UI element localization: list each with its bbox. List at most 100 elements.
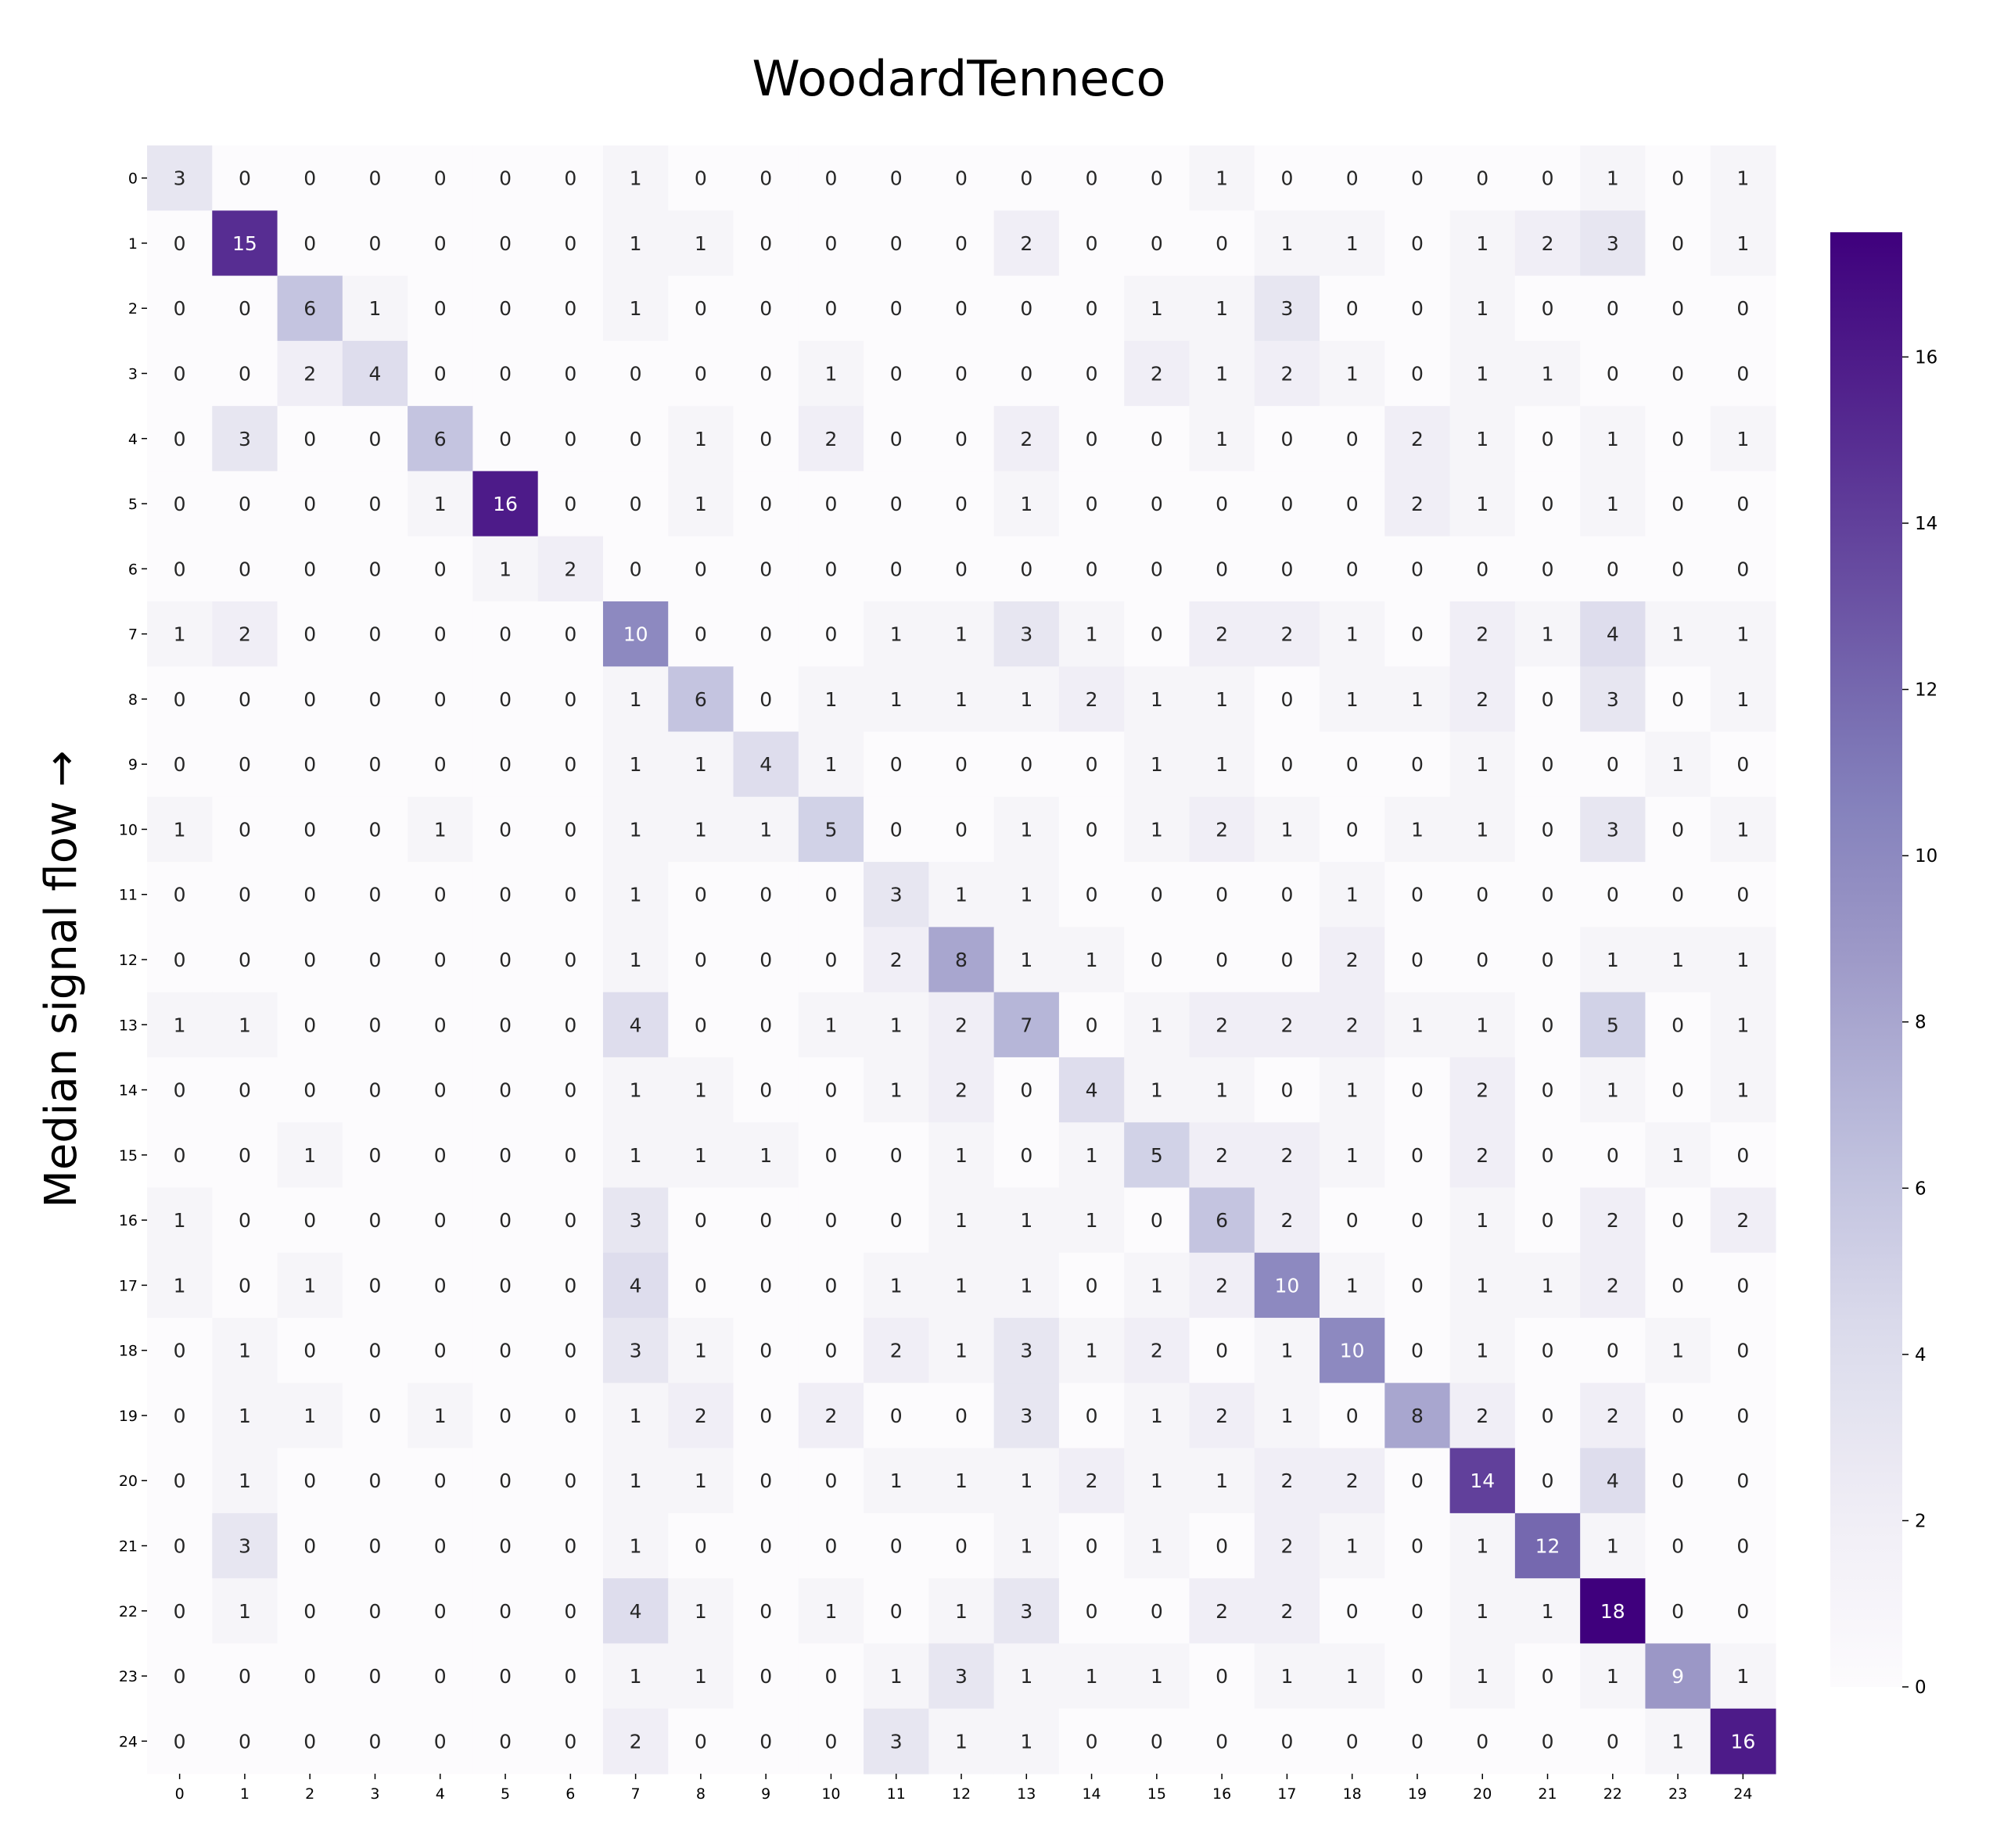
heatmap-cell [1645, 1708, 1711, 1774]
heatmap-cell [212, 1252, 278, 1319]
cell-value-label: 0 [1346, 167, 1359, 190]
heatmap-cell [1058, 1383, 1125, 1449]
cell-value-label: 0 [955, 1535, 968, 1558]
cell-value-label: 1 [239, 1469, 251, 1492]
cell-value-label: 2 [1346, 1014, 1359, 1036]
heatmap-cell [1320, 862, 1385, 928]
heatmap-cell [472, 1252, 539, 1319]
cell-value-label: 0 [1672, 1469, 1684, 1492]
heatmap-cell [408, 796, 473, 863]
heatmap-cell [1580, 1187, 1646, 1254]
cell-value-label: 2 [1280, 1600, 1293, 1623]
heatmap-cell [1058, 471, 1125, 537]
cell-value-label: 0 [1280, 1730, 1293, 1753]
cell-value-label: 0 [1411, 558, 1424, 580]
cell-value-label: 0 [303, 167, 316, 190]
cell-value-label: 0 [1086, 297, 1098, 320]
heatmap-cell [1449, 601, 1516, 667]
cell-value-label: 0 [434, 558, 447, 580]
heatmap-cell [798, 1383, 864, 1449]
heatmap-cell [1254, 145, 1320, 211]
x-tick-label: 18 [1343, 1785, 1362, 1803]
heatmap-cell [1645, 796, 1711, 863]
heatmap-cell [537, 210, 604, 277]
heatmap-cell [1384, 1187, 1451, 1254]
heatmap-cell [1645, 862, 1711, 928]
cell-value-label: 2 [824, 428, 837, 450]
y-tick-label: 2 [128, 300, 138, 318]
cell-value-label: 0 [434, 362, 447, 385]
cell-value-label: 0 [1151, 949, 1163, 971]
heatmap-cell [342, 210, 408, 277]
heatmap-cell [993, 471, 1060, 537]
heatmap-cell [1580, 1122, 1646, 1189]
cell-value-label: 3 [1607, 232, 1619, 255]
cell-value-label: 0 [890, 1535, 903, 1558]
colorbar-tick-label: 12 [1915, 680, 1937, 701]
heatmap-cell [147, 1708, 213, 1774]
cell-value-label: 0 [239, 1144, 251, 1167]
heatmap-cell [1645, 1383, 1711, 1449]
heatmap-cell [212, 1057, 278, 1123]
cell-value-label: 0 [695, 1535, 707, 1558]
cell-value-label: 1 [239, 1340, 251, 1362]
heatmap-cell [1645, 1643, 1711, 1710]
heatmap-cell [212, 992, 278, 1058]
cell-value-label: 2 [1346, 949, 1359, 971]
cell-value-label: 0 [1411, 949, 1424, 971]
heatmap-cell [1710, 1318, 1776, 1383]
heatmap-cell [537, 1187, 604, 1254]
heatmap-cell [537, 1512, 604, 1579]
cell-value-label: 1 [1346, 884, 1359, 906]
cell-value-label: 0 [1476, 558, 1488, 580]
heatmap-cell [733, 1643, 799, 1710]
cell-value-label: 0 [434, 623, 447, 646]
heatmap-cell [1189, 1643, 1255, 1710]
cell-value-label: 0 [1607, 362, 1619, 385]
heatmap-cell [1254, 406, 1320, 472]
cell-value-label: 0 [564, 1730, 576, 1753]
cell-value-label: 0 [1151, 167, 1163, 190]
heatmap-cell [212, 1122, 278, 1189]
heatmap-cell [342, 1057, 408, 1123]
heatmap-cell [1710, 536, 1776, 602]
cell-value-label: 0 [695, 558, 707, 580]
heatmap-cell [1645, 406, 1711, 472]
heatmap-cell [1580, 1448, 1646, 1514]
heatmap-cell [928, 1708, 995, 1774]
cell-value-label: 1 [1476, 362, 1488, 385]
cell-value-label: 4 [369, 362, 382, 385]
cell-value-label: 1 [630, 688, 642, 711]
cell-value-label: 0 [434, 1730, 447, 1753]
heatmap-cell [342, 340, 408, 407]
cell-value-label: 1 [824, 362, 837, 385]
cell-value-label: 2 [630, 1730, 642, 1753]
heatmap-cell [537, 1708, 604, 1774]
heatmap-cell [1254, 927, 1320, 993]
cell-value-label: 0 [369, 1340, 382, 1362]
cell-value-label: 0 [499, 297, 512, 320]
heatmap-cell [733, 731, 799, 798]
heatmap-cell [1449, 1318, 1516, 1383]
heatmap-cell [342, 471, 408, 537]
cell-value-label: 0 [1542, 688, 1554, 711]
heatmap-cell [1320, 1578, 1385, 1645]
cell-value-label: 0 [890, 1209, 903, 1232]
cell-value-label: 0 [1086, 428, 1098, 450]
heatmap-cell [602, 1708, 669, 1774]
cell-value-label: 0 [824, 1469, 837, 1492]
cell-value-label: 0 [1346, 493, 1359, 515]
cell-value-label: 0 [1411, 232, 1424, 255]
heatmap-cell [1384, 1578, 1451, 1645]
heatmap-cell [1449, 992, 1516, 1058]
cell-value-label: 1 [1216, 167, 1228, 190]
cell-value-label: 0 [1542, 297, 1554, 320]
y-tick-label: 15 [119, 1147, 138, 1164]
heatmap-cell [928, 340, 995, 407]
cell-value-label: 0 [499, 1014, 512, 1036]
heatmap-cell [798, 601, 864, 667]
heatmap-cell [408, 1383, 473, 1449]
y-tick-label: 11 [119, 887, 138, 904]
cell-value-label: 0 [303, 688, 316, 711]
heatmap-cell [1058, 1708, 1125, 1774]
